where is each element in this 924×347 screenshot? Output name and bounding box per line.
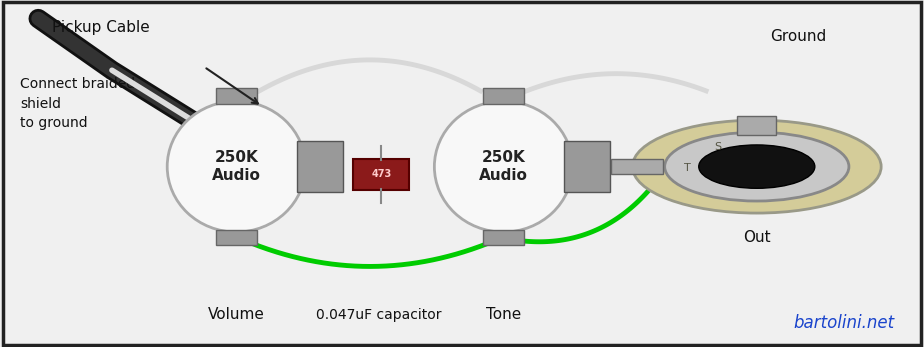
Text: 0.047uF capacitor: 0.047uF capacitor — [316, 307, 442, 322]
FancyBboxPatch shape — [483, 230, 524, 245]
Text: bartolini.net: bartolini.net — [794, 314, 895, 332]
Text: Tone: Tone — [486, 306, 521, 322]
Circle shape — [632, 120, 881, 213]
Text: 250K
Audio: 250K Audio — [212, 150, 261, 183]
Text: Volume: Volume — [208, 306, 265, 322]
FancyBboxPatch shape — [216, 230, 257, 245]
FancyBboxPatch shape — [216, 88, 257, 104]
FancyBboxPatch shape — [298, 141, 343, 192]
Ellipse shape — [434, 101, 573, 232]
Ellipse shape — [167, 101, 306, 232]
Text: S: S — [714, 142, 722, 152]
Text: Connect braided
shield
to ground: Connect braided shield to ground — [19, 77, 135, 130]
Text: 250K
Audio: 250K Audio — [479, 150, 528, 183]
Text: Out: Out — [743, 230, 771, 245]
Text: Pickup Cable: Pickup Cable — [52, 20, 150, 35]
Circle shape — [699, 145, 815, 188]
FancyBboxPatch shape — [353, 159, 409, 190]
FancyBboxPatch shape — [565, 141, 611, 192]
Text: Ground: Ground — [770, 29, 826, 44]
Text: 473: 473 — [371, 169, 392, 179]
Circle shape — [664, 132, 849, 201]
FancyBboxPatch shape — [737, 116, 776, 135]
FancyBboxPatch shape — [483, 88, 524, 104]
Text: T: T — [685, 163, 691, 174]
FancyBboxPatch shape — [612, 159, 663, 174]
